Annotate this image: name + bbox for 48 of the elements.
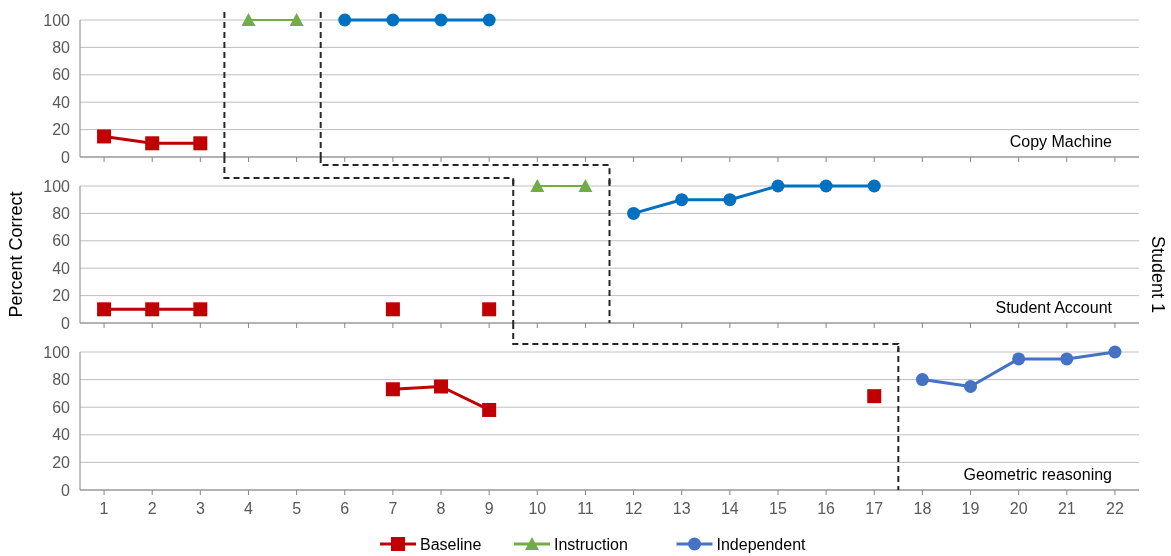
annotation: Geometric reasoning	[963, 466, 1112, 483]
y2-axis-title: Student 1	[1148, 235, 1168, 314]
x-tick-label: 2	[147, 500, 157, 517]
x-tick-label: 3	[195, 500, 205, 517]
legend-label: Instruction	[554, 535, 628, 553]
y-tick-label: 80	[52, 39, 71, 56]
y-axis-title: Percent Correct	[6, 191, 26, 318]
y-tick-label: 40	[52, 259, 71, 277]
x-tick-label: 21	[1057, 500, 1076, 517]
x-tick-label: 1	[99, 500, 109, 517]
x-tick-label: 22	[1106, 500, 1124, 517]
x-tick-label: 17	[865, 500, 884, 517]
x-tick-label: 18	[913, 500, 932, 517]
x-tick-label: 15	[769, 500, 787, 517]
y-tick-label: 0	[61, 314, 71, 332]
x-tick-label: 11	[577, 500, 594, 517]
y-tick-label: 40	[52, 426, 71, 444]
x-tick-label: 6	[340, 500, 350, 517]
x-tick-label: 4	[244, 500, 254, 517]
annotation: Copy Machine	[1009, 133, 1113, 150]
x-tick-label: 19	[961, 500, 980, 517]
y-tick-label: 100	[43, 343, 71, 361]
x-tick-label: 14	[720, 500, 739, 517]
y-tick-label: 20	[52, 121, 71, 139]
y-tick-label: 60	[52, 66, 71, 84]
y-tick-label: 20	[52, 287, 71, 305]
y-tick-label: 80	[52, 371, 71, 389]
x-tick-label: 12	[624, 500, 643, 517]
y-tick-label: 60	[52, 232, 71, 250]
x-tick-label: 16	[817, 500, 836, 517]
x-tick-label: 10	[528, 500, 547, 517]
y-tick-label: 80	[52, 205, 71, 222]
y-tick-label: 20	[52, 454, 71, 471]
y-tick-label: 0	[61, 481, 71, 499]
x-tick-label: 5	[292, 500, 302, 517]
y-tick-label: 60	[52, 398, 71, 416]
x-tick-label: 13	[672, 500, 691, 517]
x-tick-label: 8	[436, 500, 446, 517]
y-tick-label: 0	[61, 148, 71, 166]
y-tick-label: 100	[43, 11, 71, 29]
x-tick-label: 9	[484, 500, 494, 517]
x-tick-label: 20	[1009, 500, 1028, 517]
y-tick-label: 40	[52, 93, 71, 111]
y-tick-label: 100	[43, 177, 71, 195]
annotation: Student Account	[995, 299, 1113, 316]
legend-label: Independent	[716, 535, 807, 553]
legend-label: Baseline	[420, 535, 482, 553]
x-tick-label: 7	[388, 500, 398, 517]
